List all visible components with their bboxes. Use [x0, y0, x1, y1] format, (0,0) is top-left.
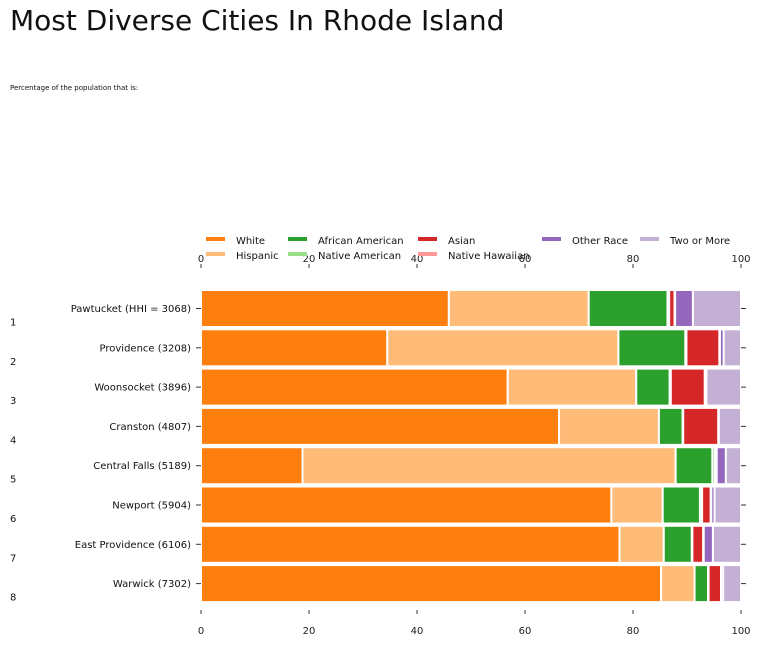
legend-label: African American — [318, 236, 404, 247]
category-label: Central Falls (5189) — [93, 461, 191, 472]
bar-segment-white — [200, 564, 663, 604]
bar-segment-white — [200, 328, 389, 368]
bar-segment-two-or-more — [717, 406, 742, 446]
legend-label: Hispanic — [236, 251, 279, 262]
bar-segment-african-american — [635, 367, 671, 407]
bar-segment-hispanic — [386, 328, 620, 368]
bar-segment-two-or-more — [705, 367, 743, 407]
legend-label: Two or More — [669, 236, 730, 247]
bar-segment-african-american — [587, 289, 669, 328]
bar-segment-african-american — [693, 564, 710, 604]
legend-swatch — [288, 252, 307, 256]
x-tick-label-top: 80 — [627, 254, 640, 265]
bar-segment-white — [200, 446, 304, 486]
bar-segment-hispanic — [660, 564, 696, 604]
bar-segment-hispanic — [618, 524, 665, 564]
legend-swatch — [418, 237, 437, 241]
rank-label: 7 — [10, 553, 16, 564]
legend-swatch — [418, 252, 437, 256]
x-tick-label-bottom: 20 — [303, 626, 316, 637]
category-label: East Providence (6106) — [75, 540, 191, 551]
bar-segment-asian — [707, 564, 723, 604]
bar-segment-asian — [682, 406, 720, 446]
category-label: Cranston (4807) — [109, 422, 191, 433]
legend-label: Native American — [318, 251, 401, 262]
bar-segment-two-or-more — [711, 524, 742, 564]
bar-segment-two-or-more — [713, 485, 742, 525]
bar-segment-hispanic — [301, 446, 677, 486]
legend-label: Other Race — [572, 236, 628, 247]
x-tick-label-bottom: 80 — [627, 626, 640, 637]
legend-swatch — [206, 252, 225, 256]
rank-label: 1 — [10, 318, 16, 329]
bar-segment-two-or-more — [724, 446, 743, 486]
bar-segment-hispanic — [558, 406, 660, 446]
category-label: Providence (3208) — [100, 343, 192, 354]
x-tick-label-top: 100 — [731, 254, 750, 265]
bar-segment-african-american — [657, 406, 684, 446]
bar-segment-asian — [685, 328, 721, 368]
category-label: Pawtucket (HHI = 3068) — [71, 304, 191, 315]
category-label: Woonsocket (3896) — [94, 383, 191, 394]
bar-segment-two-or-more — [722, 328, 742, 368]
legend-label: White — [236, 236, 265, 247]
chart-subtitle: Percentage of the population that is: — [10, 84, 139, 92]
bar-segment-white — [200, 367, 509, 407]
rank-label: 3 — [10, 396, 16, 407]
rank-label: 6 — [10, 514, 16, 525]
legend-swatch — [640, 237, 659, 241]
bar-segment-african-american — [661, 485, 701, 525]
rank-label: 5 — [10, 475, 16, 486]
bar-segment-white — [200, 485, 613, 525]
bar-segment-two-or-more — [722, 564, 742, 604]
bar-segment-hispanic — [610, 485, 664, 525]
rank-label: 8 — [10, 593, 16, 604]
bar-segment-other-race — [702, 524, 714, 564]
bar-segment-other-race — [715, 446, 727, 486]
rank-label: 2 — [10, 357, 16, 368]
x-tick-label-top: 40 — [411, 254, 424, 265]
x-tick-label-bottom: 40 — [411, 626, 424, 637]
bar-segment-two-or-more — [691, 289, 743, 328]
x-tick-label-bottom: 0 — [198, 626, 204, 637]
bar-segment-asian — [691, 524, 705, 564]
bar-segment-asian — [701, 485, 712, 525]
bar-segment-asian — [669, 367, 706, 407]
bar-segment-white — [200, 289, 450, 328]
bar-segment-white — [200, 406, 561, 446]
chart-title: Most Diverse Cities In Rhode Island — [10, 4, 505, 37]
x-tick-label-top: 20 — [303, 254, 316, 265]
legend-swatch — [206, 237, 225, 241]
legend-swatch — [288, 237, 307, 241]
category-label: Warwick (7302) — [113, 579, 191, 590]
bar-segment-hispanic — [447, 289, 590, 328]
legend-swatch — [542, 237, 561, 241]
bar-segment-african-american — [617, 328, 687, 368]
x-tick-label-top: 0 — [198, 254, 204, 265]
category-label: Newport (5904) — [112, 501, 191, 512]
bar-segment-other-race — [674, 289, 694, 328]
bar-segment-hispanic — [506, 367, 638, 407]
legend-label: Asian — [448, 236, 475, 247]
legend-label: Native Hawaiian — [448, 251, 530, 262]
rank-label: 4 — [10, 435, 16, 446]
bar-segment-african-american — [674, 446, 714, 486]
x-tick-label-bottom: 100 — [731, 626, 750, 637]
bar-segment-white — [200, 524, 621, 564]
bar-segment-african-american — [662, 524, 693, 564]
x-tick-label-top: 60 — [519, 254, 532, 265]
x-tick-label-bottom: 60 — [519, 626, 532, 637]
